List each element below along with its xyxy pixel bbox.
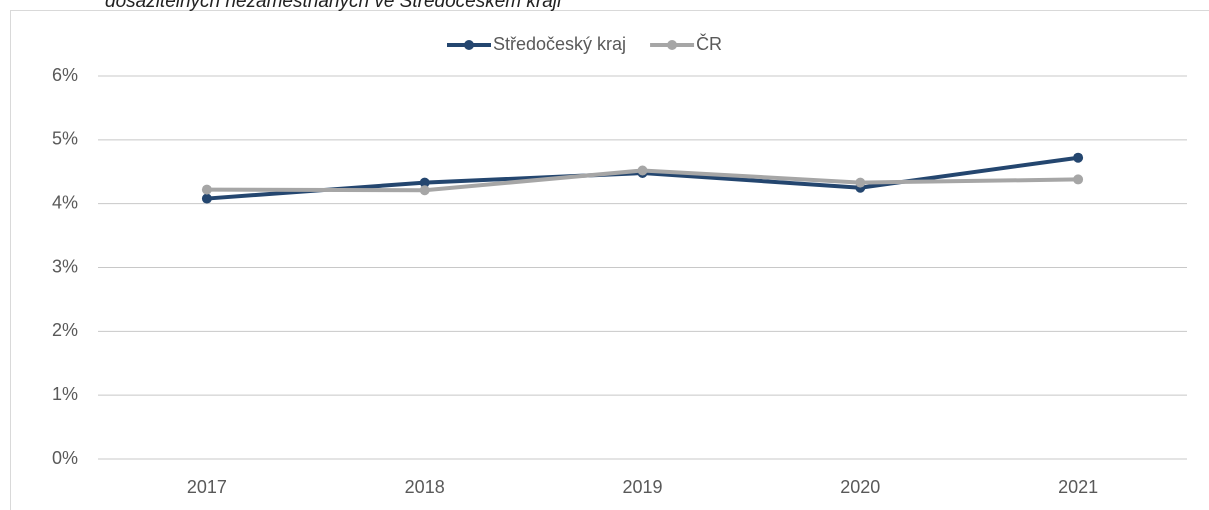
- data-point: [419, 177, 430, 188]
- y-tick-label: 6%: [52, 65, 78, 85]
- y-tick-label: 5%: [52, 129, 78, 149]
- legend-label: Středočeský kraj: [493, 34, 626, 54]
- chart-frame: [10, 10, 1209, 510]
- chart-title: dosažitelných nezaměstnaných ve Středoče…: [105, 0, 562, 12]
- x-tick-label: 2017: [187, 477, 227, 497]
- x-tick-label: 2019: [622, 477, 662, 497]
- y-tick-label: 1%: [52, 384, 78, 404]
- x-tick-label: 2020: [840, 477, 880, 497]
- data-point: [419, 185, 430, 196]
- data-point: [1073, 152, 1084, 163]
- legend-marker: [667, 40, 678, 50]
- data-point: [855, 177, 866, 188]
- x-tick-label: 2021: [1058, 477, 1098, 497]
- data-point: [201, 184, 212, 195]
- series-line: [206, 155, 1079, 201]
- x-tick-label: 2018: [405, 477, 445, 497]
- legend-label: ČR: [696, 33, 722, 54]
- y-tick-label: 4%: [52, 192, 78, 212]
- y-tick-label: 0%: [52, 448, 78, 468]
- data-point: [1073, 174, 1084, 185]
- legend-marker: [464, 40, 474, 50]
- data-point: [201, 193, 212, 204]
- y-tick-label: 2%: [52, 320, 78, 340]
- y-tick-label: 3%: [52, 256, 78, 276]
- data-point: [637, 165, 648, 176]
